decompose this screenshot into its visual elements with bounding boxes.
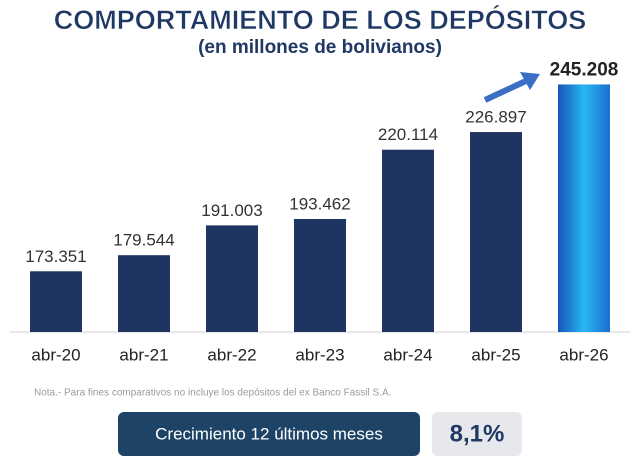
- x-tick-label: abr-26: [559, 345, 608, 364]
- growth-label: Crecimiento 12 últimos meses: [155, 424, 383, 443]
- bar: [118, 255, 170, 332]
- bar: [294, 218, 346, 332]
- value-label: 173.351: [25, 247, 86, 266]
- x-tick-label: abr-22: [207, 345, 256, 364]
- value-label: 179.544: [113, 231, 174, 250]
- value-label: 193.462: [289, 194, 350, 213]
- bar: [206, 225, 258, 332]
- growth-value-box: [432, 412, 522, 456]
- arrow: [483, 72, 540, 103]
- bar: [470, 132, 522, 332]
- bar: [30, 271, 82, 332]
- x-tick-label: abr-25: [471, 345, 520, 364]
- growth-label-box: [118, 412, 420, 456]
- chart-subtitle: (en millones de bolivianos): [198, 37, 442, 58]
- bar: [382, 149, 434, 332]
- bar: [558, 84, 610, 332]
- growth-value: 8,1%: [450, 420, 505, 447]
- x-tick-label: abr-21: [119, 345, 168, 364]
- chart-title: COMPORTAMIENTO DE LOS DEPÓSITOS: [54, 4, 587, 35]
- x-tick-label: abr-23: [295, 345, 344, 364]
- x-tick-label: abr-20: [31, 345, 80, 364]
- value-label: 226.897: [465, 108, 526, 127]
- note: Nota.- Para fines comparativos no incluy…: [34, 388, 391, 399]
- value-label: 245.208: [550, 59, 619, 80]
- value-label: 220.114: [378, 125, 438, 144]
- x-tick-label: abr-24: [383, 345, 432, 364]
- value-label: 191.003: [201, 201, 262, 220]
